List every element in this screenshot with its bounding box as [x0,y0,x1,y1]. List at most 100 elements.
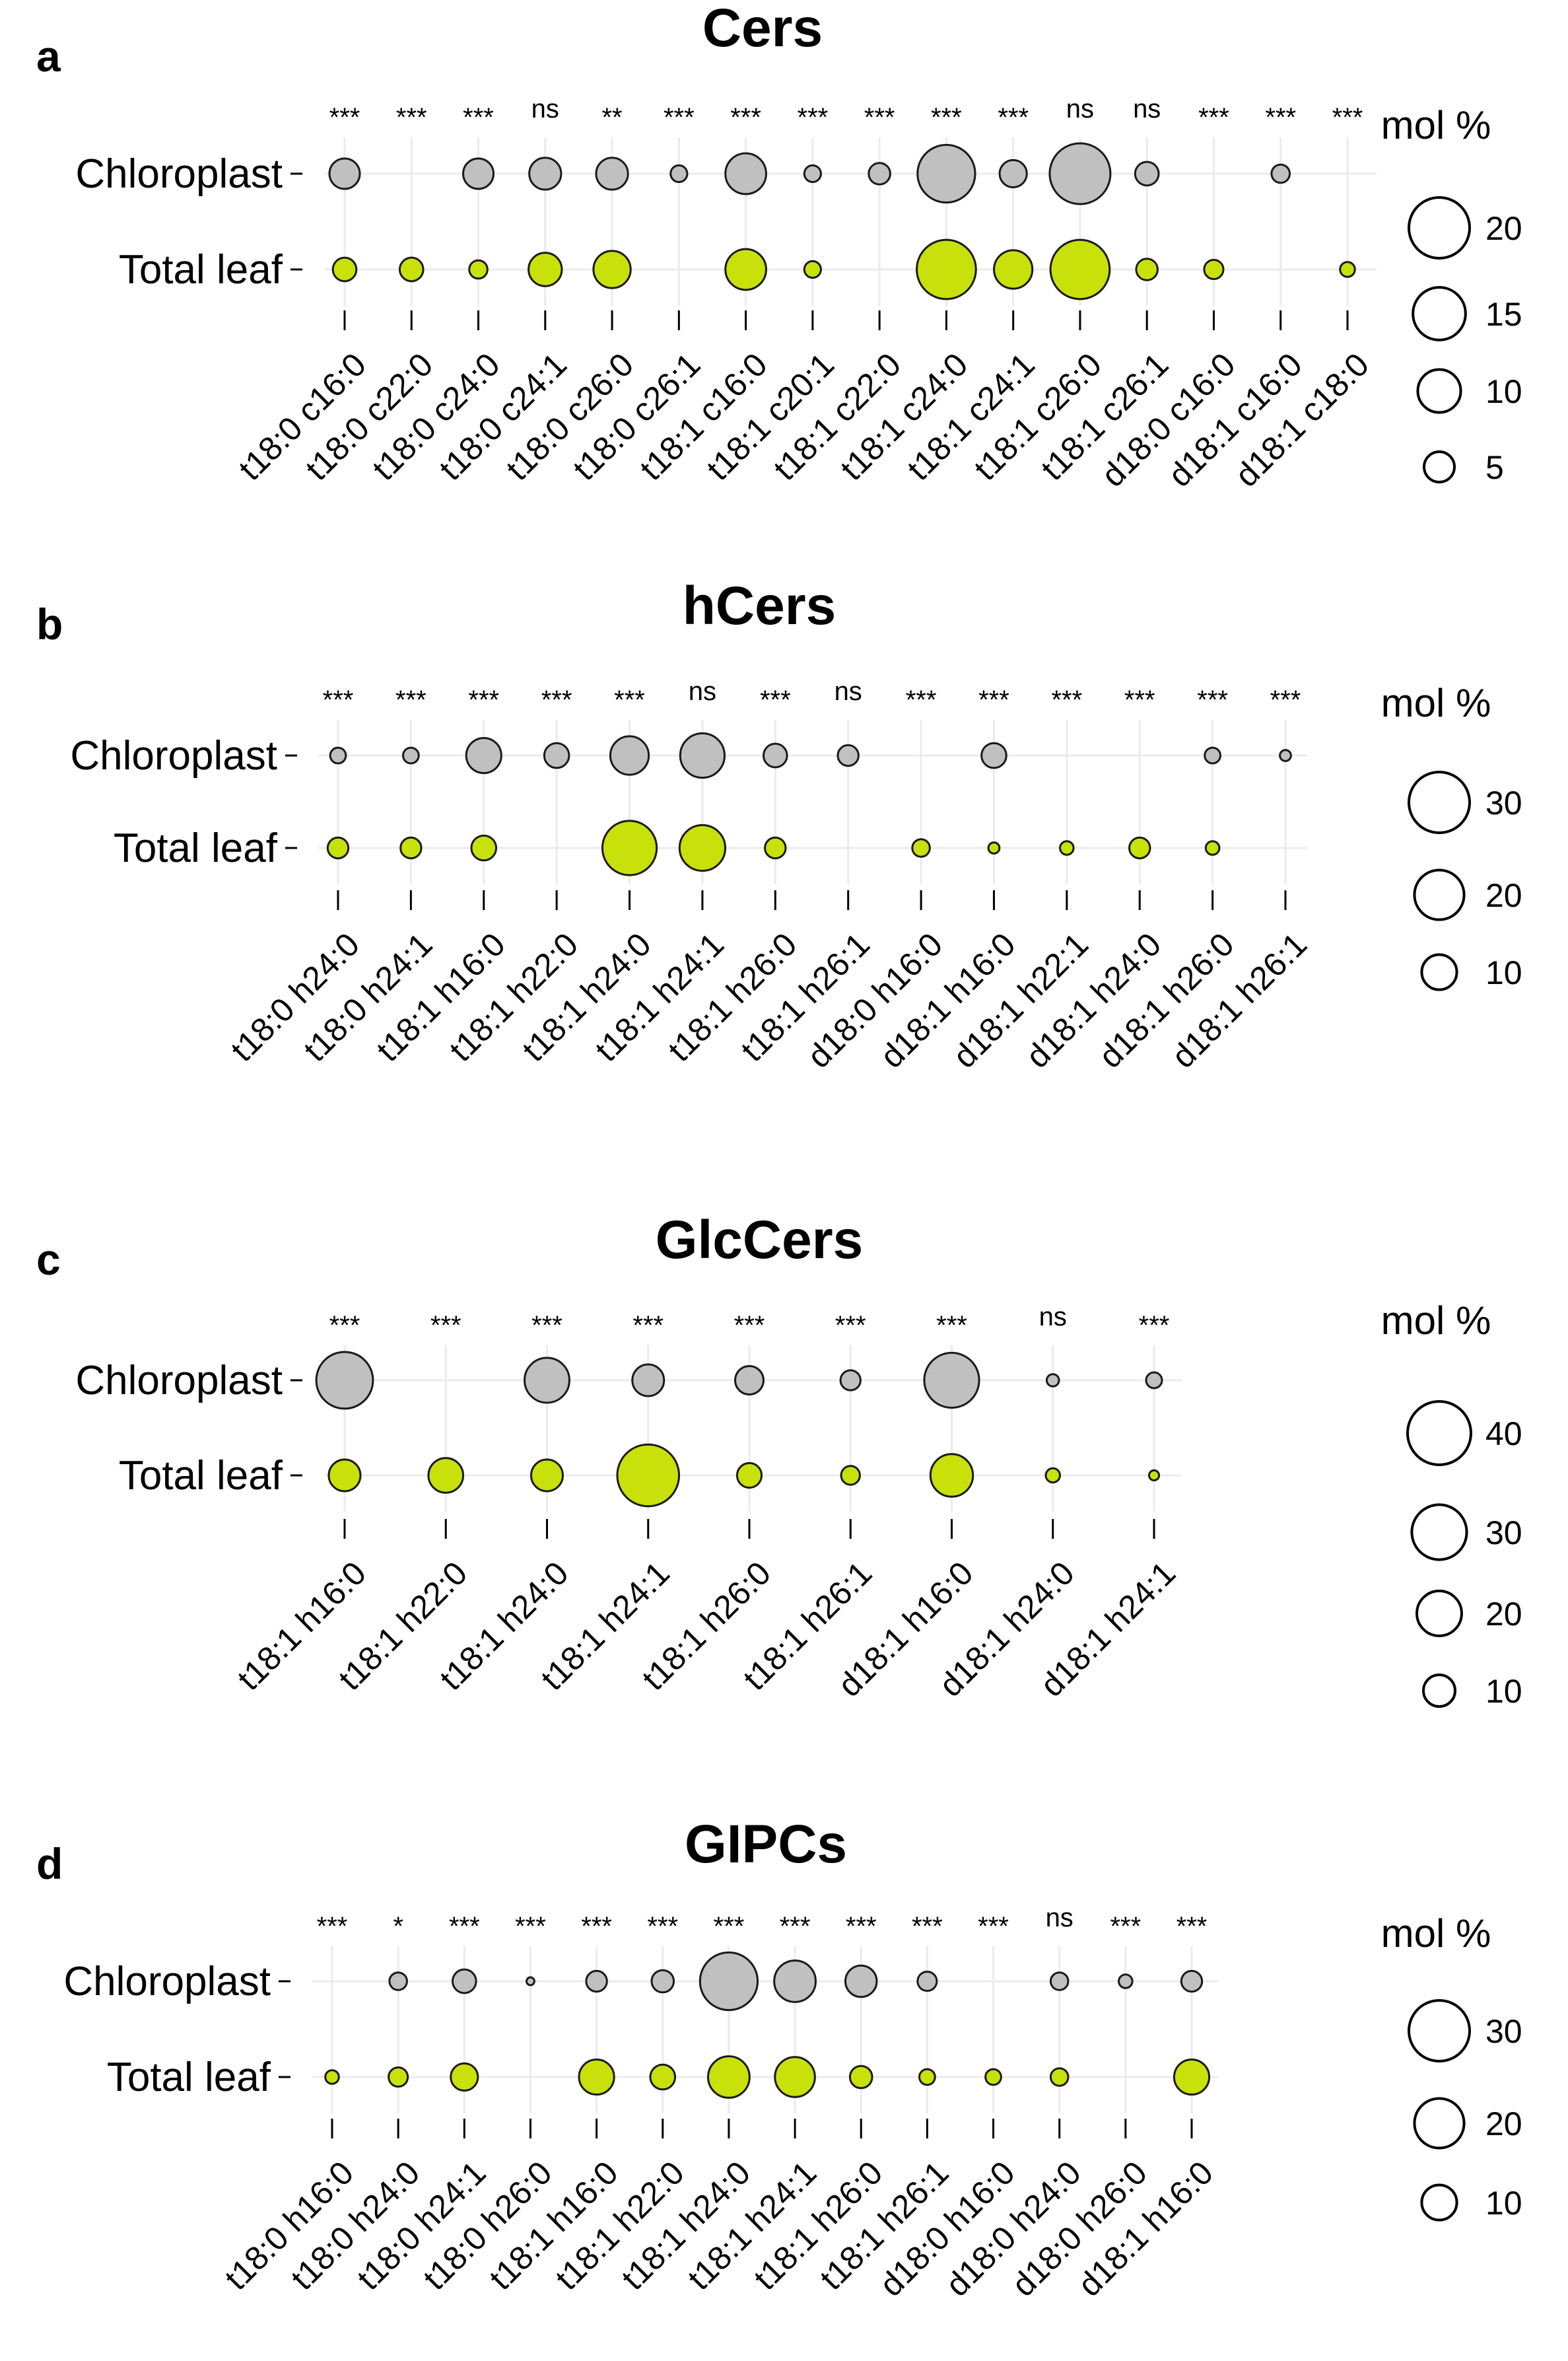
bubble-chloroplast [699,1951,759,2012]
bubble-total-leaf [1049,238,1111,300]
legend-bubble [1408,196,1471,260]
legend-value: 10 [1485,373,1522,410]
bubble-total-leaf [331,256,358,283]
bubble-chloroplast [462,157,495,190]
y-axis-label: Total leaf [119,1453,283,1498]
legend-value: 20 [1485,210,1522,247]
significance-label: *** [463,103,494,132]
legend-title: mol % [1381,1911,1491,1956]
bubble-chloroplast [329,746,347,765]
significance-label: *** [449,1912,480,1941]
significance-label: *** [632,1311,664,1340]
bubble-total-leaf [993,249,1034,290]
bubble-total-leaf [1049,2067,1070,2087]
legend-bubble [1416,368,1462,414]
y-axis-label: Chloroplast [75,1358,283,1403]
bubble-chloroplast [528,157,562,191]
bubble-total-leaf [987,841,1001,855]
significance-label: *** [647,1912,678,1941]
bubble-chloroplast [1145,1371,1163,1390]
significance-label: *** [1197,686,1228,715]
bubble-chloroplast [1279,749,1292,762]
bubble-total-leaf [1173,2058,1211,2096]
legend-bubble [1410,1503,1468,1561]
bubble-chloroplast [980,742,1007,769]
bubble-total-leaf [324,2069,340,2085]
bubble-chloroplast [543,742,570,769]
significance-label: *** [1198,103,1229,132]
bubble-total-leaf [678,824,727,872]
bubble-total-leaf [327,1458,362,1493]
panel-c: c GlcCers Chloroplast Total leaf *** *** *** **… [36,1210,1522,1710]
panel-letter: b [36,600,63,649]
bubble-chloroplast [1045,1373,1060,1388]
bubble-total-leaf [911,838,931,858]
significance-label: *** [664,103,695,132]
legend-value: 5 [1485,449,1504,486]
bubble-total-leaf [592,250,632,289]
bubble-total-leaf [398,256,425,283]
panel-letter: c [36,1235,61,1284]
bubble-total-leaf [1128,836,1151,860]
y-axis-label: Chloroplast [75,151,283,197]
bubble-chloroplast [451,1968,477,1994]
bubble-total-leaf [984,2068,1002,2086]
bubble-chloroplast [916,143,976,204]
y-axis-label: Total leaf [114,826,278,871]
bubble-total-leaf [1204,840,1221,856]
bubble-total-leaf [616,1443,681,1508]
legend-title: mol % [1381,103,1491,147]
legend-value: 10 [1485,1673,1522,1710]
significance-label: *** [1265,103,1296,132]
significance-label: *** [329,1311,360,1340]
legend-title: mol % [1381,681,1491,725]
bubble-total-leaf [1147,1469,1161,1482]
significance-label: ** [601,103,622,132]
significance-label: *** [864,103,895,132]
significance-label: *** [931,103,962,132]
significance-label: *** [541,686,572,715]
size-legend: mol % 40 30 20 10 [1381,1298,1522,1710]
bubble-total-leaf [929,1453,974,1498]
panel-letter: a [36,32,61,81]
y-axis-label: Chloroplast [70,733,277,779]
bubble-chloroplast [844,1964,878,1998]
legend-value: 10 [1485,2185,1522,2222]
significance-label: *** [780,1912,811,1941]
bubble-chloroplast [868,162,891,186]
bubble-chloroplast [1134,160,1160,187]
legend-bubble [1408,771,1471,834]
legend-value: 30 [1485,1514,1522,1551]
bubble-chloroplast [595,157,629,191]
significance-label: ns [531,94,559,123]
y-axis-label: Chloroplast [63,1959,271,2004]
bubble-chloroplast [315,1351,374,1410]
bubble-total-leaf [450,2062,479,2092]
bubble-total-leaf [803,260,822,279]
bubble-total-leaf [1059,840,1075,856]
legend-bubble [1408,1999,1471,2062]
significance-label: *** [1110,1912,1141,1941]
significance-label: *** [430,1311,461,1340]
significance-label: *** [906,686,937,715]
significance-label: *** [317,1912,348,1941]
panel-title: GIPCs [685,1814,847,1874]
significance-label: *** [614,686,645,715]
significance-label: *** [978,686,1009,715]
significance-label: *** [323,686,354,715]
bubble-total-leaf [468,259,489,280]
bubble-chloroplast [650,1969,675,1994]
significance-label: *** [468,686,499,715]
bubble-total-leaf [326,836,350,860]
significance-label: * [393,1912,403,1941]
bubble-chloroplast [679,732,726,779]
bubble-total-leaf [601,820,658,876]
significance-label: *** [1139,1311,1170,1340]
significance-label: *** [515,1912,546,1941]
bubble-chloroplast [526,1976,535,1987]
significance-label: *** [396,103,427,132]
legend-value: 40 [1485,1415,1522,1452]
